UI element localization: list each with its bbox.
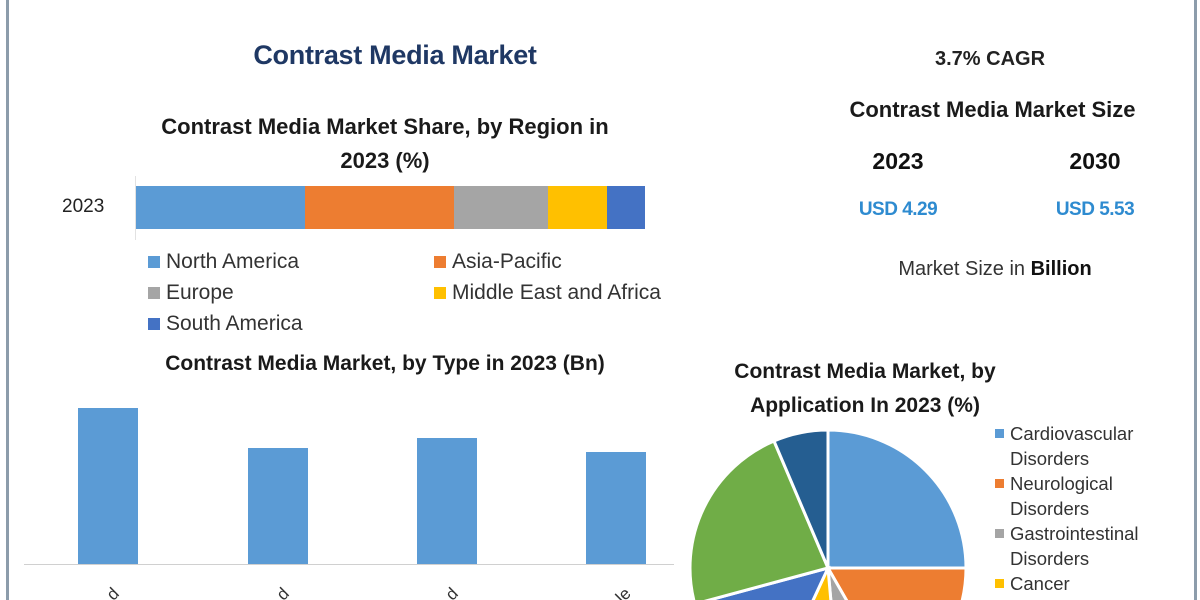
legend-item: North America [148, 250, 299, 274]
legend-swatch [995, 529, 1004, 538]
region-stacked-bar [136, 186, 645, 229]
legend-swatch [995, 579, 1004, 588]
legend-label-line2: Disorders [1010, 548, 1090, 569]
region-segment [606, 186, 645, 229]
legend-item: Asia-Pacific [434, 250, 562, 274]
pie-slice [825, 566, 968, 600]
legend-label: Cardiovascular [1010, 423, 1134, 444]
type-chart-title: Contrast Media Market, by Type in 2023 (… [165, 352, 605, 375]
legend-swatch [148, 256, 160, 268]
region-segment [136, 186, 306, 229]
application-chart-title-line2: Application In 2023 (%) [750, 394, 980, 417]
type-x-tick-label: d [441, 584, 462, 600]
region-chart-axis [135, 176, 136, 240]
market-size-2023: 2023 USD 4.29 [818, 148, 978, 221]
unit-bold: Billion [1030, 258, 1092, 280]
pie-slice [826, 567, 849, 600]
left-frame-border [6, 0, 9, 600]
market-size-2030: 2030 USD 5.53 [1015, 148, 1175, 221]
legend-item: Cancer [995, 571, 1190, 596]
cagr-value: 3.7% CAGR [934, 48, 1046, 70]
type-bar [586, 452, 646, 564]
legend-label: Gastrointestinal [1010, 523, 1139, 544]
region-chart-category-label: 2023 [62, 196, 105, 217]
legend-swatch [434, 287, 446, 299]
legend-item: Neurological Disorders [995, 471, 1190, 521]
type-bar [248, 448, 308, 564]
page-title: Contrast Media Market [253, 40, 537, 70]
type-bar [78, 408, 138, 564]
market-value: USD 5.53 [1055, 199, 1135, 220]
legend-item: Cardiovascular Disorders [995, 421, 1190, 471]
type-chart-x-axis [24, 564, 674, 565]
market-size-title: Contrast Media Market Size [849, 97, 1136, 122]
application-chart-legend: Cardiovascular Disorders Neurological Disor… [995, 421, 1190, 596]
type-x-tick-label: d [102, 584, 123, 600]
region-chart-title-line2: 2023 (%) [340, 148, 430, 173]
region-chart-title-line1: Contrast Media Market Share, by Region i… [161, 114, 609, 139]
legend-label-line2: Disorders [1010, 448, 1090, 469]
legend-label: Middle East and Africa [452, 281, 661, 304]
legend-label: Cancer [1010, 573, 1070, 594]
legend-label-line2: Disorders [1010, 498, 1090, 519]
region-segment [305, 186, 455, 229]
type-x-tick-label: le [611, 584, 635, 600]
legend-item: Gastrointestinal Disorders [995, 521, 1190, 571]
pie-slice [772, 428, 830, 569]
application-chart-title-line1: Contrast Media Market, by [734, 360, 996, 383]
legend-swatch [148, 287, 160, 299]
legend-swatch [995, 429, 1004, 438]
unit-prefix: Market Size in [898, 258, 1031, 280]
legend-item: South America [148, 312, 303, 336]
legend-label: Neurological [1010, 473, 1113, 494]
region-segment [547, 186, 607, 229]
legend-label: Asia-Pacific [452, 250, 562, 273]
pie-slice [688, 439, 831, 600]
legend-swatch [148, 318, 160, 330]
right-frame-border [1194, 0, 1197, 600]
pie-slice [703, 565, 831, 600]
application-chart-title: Contrast Media Market, by Application In… [690, 355, 1040, 423]
application-pie [688, 428, 968, 600]
type-x-tick-label: d [272, 584, 293, 600]
legend-swatch [995, 479, 1004, 488]
region-segment [454, 186, 548, 229]
type-bar [417, 438, 477, 564]
pie-slice [826, 428, 968, 570]
legend-label: South America [166, 312, 303, 335]
region-chart-title: Contrast Media Market Share, by Region i… [120, 110, 650, 178]
legend-label: Europe [166, 281, 234, 304]
legend-label: North America [166, 250, 300, 273]
legend-item: Middle East and Africa [434, 281, 661, 305]
year-label: 2030 [1069, 148, 1121, 174]
legend-swatch [434, 256, 446, 268]
market-size-unit: Market Size in Billion [830, 258, 1160, 281]
year-label: 2023 [872, 148, 924, 174]
market-value: USD 4.29 [858, 199, 938, 220]
legend-item: Europe [148, 281, 234, 305]
